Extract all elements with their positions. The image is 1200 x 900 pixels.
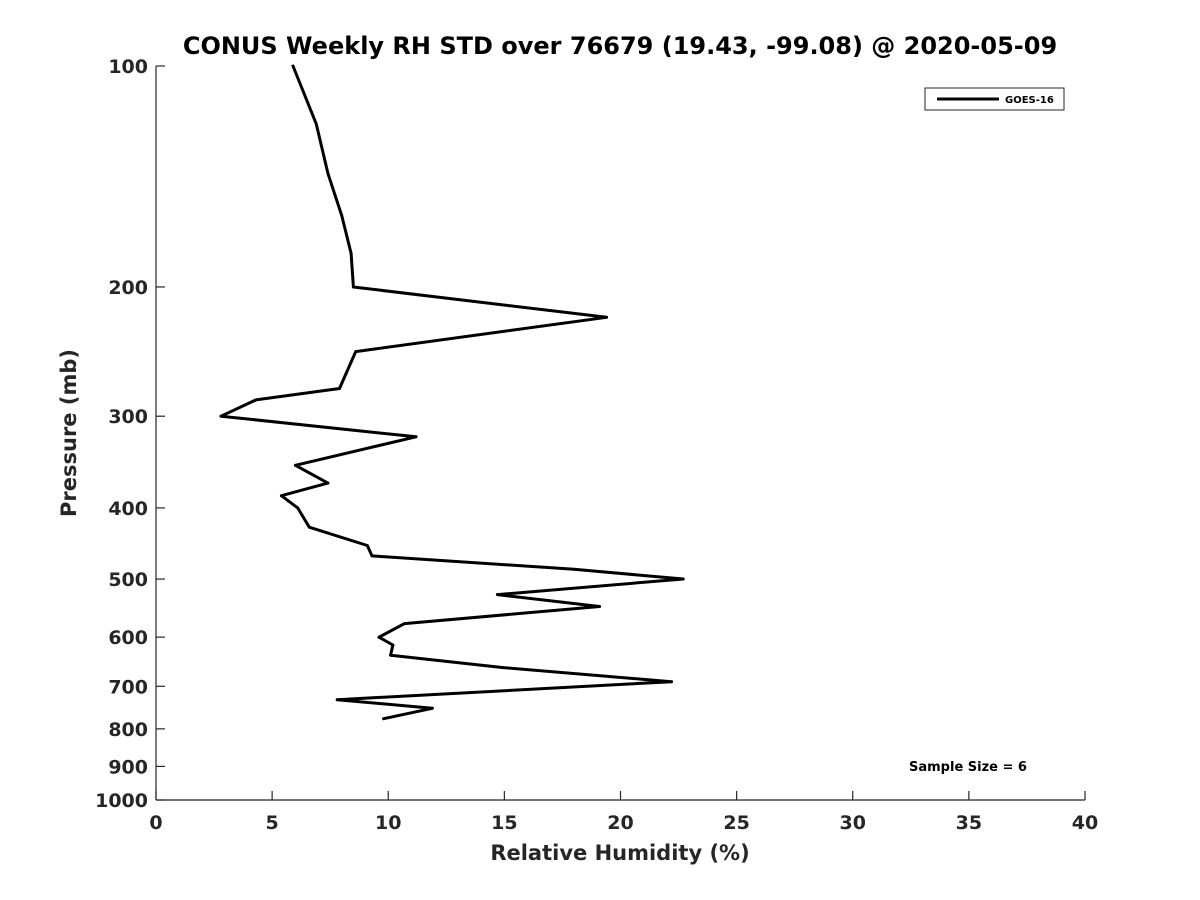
x-tick-label: 10: [375, 812, 401, 834]
series-layer: [219, 64, 685, 721]
data-point: [338, 387, 341, 390]
data-point: [314, 122, 318, 126]
sample-size-annotation: Sample Size = 6: [909, 760, 1027, 775]
data-point: [598, 605, 601, 608]
x-tick-label: 35: [956, 812, 982, 834]
data-point: [414, 435, 418, 439]
data-point: [389, 653, 392, 657]
x-tick-label: 25: [723, 812, 749, 834]
data-point: [354, 350, 358, 353]
data-point: [352, 285, 355, 289]
data-point: [382, 717, 385, 721]
x-ticks: 0 5 10 15 20 25 30 35 40: [149, 791, 1098, 834]
data-point: [572, 567, 576, 571]
data-point: [291, 64, 295, 68]
data-point: [307, 525, 311, 529]
data-point: [670, 680, 673, 684]
data-point: [403, 622, 406, 625]
data-point: [370, 554, 374, 558]
data-point: [340, 214, 344, 218]
y-tick-label: 500: [108, 569, 148, 591]
data-point: [254, 398, 258, 402]
data-point: [431, 706, 434, 710]
y-tick-label: 100: [108, 56, 148, 78]
data-point: [326, 171, 330, 175]
y-axis-label: Pressure (mb): [57, 349, 81, 517]
data-point: [294, 463, 297, 467]
x-tick-label: 15: [491, 812, 517, 834]
data-point: [296, 506, 300, 510]
y-tick-label: 400: [108, 498, 148, 520]
data-point: [335, 698, 339, 702]
chart-title: CONUS Weekly RH STD over 76679 (19.43, -…: [183, 32, 1057, 60]
x-tick-label: 40: [1072, 812, 1098, 834]
data-point: [326, 481, 330, 485]
x-tick-label: 0: [149, 812, 162, 834]
data-point: [219, 414, 223, 418]
x-tick-label: 30: [840, 812, 866, 834]
y-tick-label: 800: [108, 719, 148, 741]
legend-label-goes-16: GOES-16: [1005, 95, 1054, 106]
x-axis-label: Relative Humidity (%): [490, 841, 749, 865]
data-point: [681, 577, 685, 581]
y-tick-label: 1000: [95, 790, 148, 812]
data-point: [391, 643, 395, 647]
series-line-goes-16: [219, 64, 685, 721]
y-tick-label: 300: [108, 406, 148, 428]
y-tick-label: 900: [108, 756, 148, 778]
y-tick-label: 700: [108, 676, 148, 698]
data-point: [280, 494, 283, 498]
y-tick-label: 200: [108, 277, 148, 299]
y-tick-label: 600: [108, 627, 148, 649]
data-point: [377, 635, 381, 639]
data-point: [365, 544, 369, 547]
data-point: [605, 315, 608, 319]
data-point: [349, 252, 353, 255]
y-ticks: 100 200 300 400 500 600 700 800 900 1000: [95, 56, 165, 812]
legend: GOES-16: [924, 87, 1065, 111]
x-tick-label: 5: [266, 812, 279, 834]
data-point: [500, 666, 504, 669]
data-point: [496, 593, 499, 596]
x-tick-label: 20: [607, 812, 633, 834]
